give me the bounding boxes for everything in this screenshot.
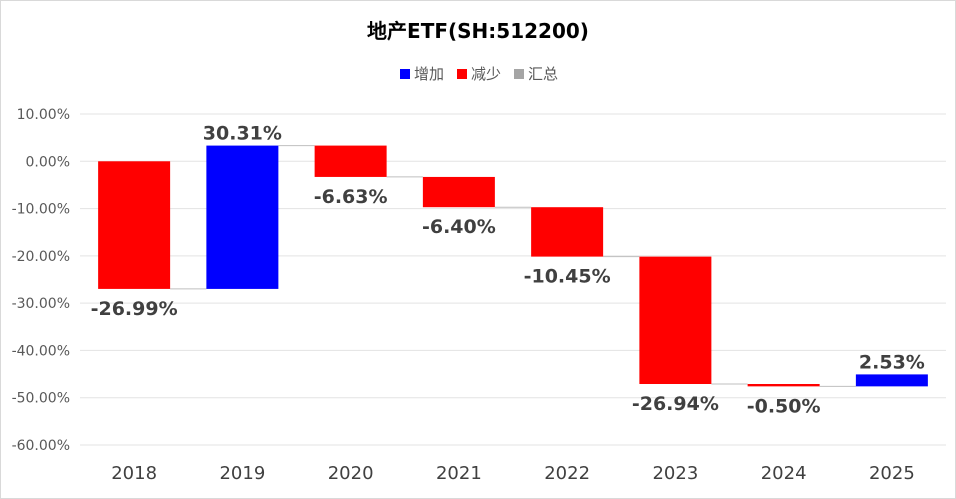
- x-tick-label: 2019: [219, 463, 265, 484]
- x-axis: 2018 2019 2020 2021 2022 2023 2024 2025: [111, 463, 915, 484]
- x-tick-label: 2021: [436, 463, 482, 484]
- y-axis: 10.00% 0.00% -10.00% -20.00% -30.00% -40.00% -…: [12, 107, 70, 454]
- y-tick-label: -50.00%: [12, 391, 70, 407]
- y-tick-label: -20.00%: [12, 249, 70, 265]
- x-tick-label: 2022: [544, 463, 590, 484]
- y-tick-label: -30.00%: [12, 296, 70, 312]
- x-tick-label: 2018: [111, 463, 157, 484]
- data-label-2018: -26.99%: [91, 298, 178, 320]
- data-labels: -26.99% 30.31% -6.63% -6.40% -10.45% -26.94% -…: [91, 123, 925, 418]
- bar-2020: [314, 145, 387, 177]
- bar-2025: [855, 374, 928, 387]
- bar-2022: [531, 207, 604, 257]
- x-tick-label: 2024: [761, 463, 807, 484]
- data-label-2019: 30.31%: [203, 123, 282, 145]
- x-tick-label: 2020: [328, 463, 374, 484]
- x-tick-label: 2025: [869, 463, 915, 484]
- data-label-2025: 2.53%: [859, 351, 925, 373]
- data-label-2022: -10.45%: [524, 266, 611, 288]
- x-tick-label: 2023: [652, 463, 698, 484]
- bar-2023: [639, 256, 712, 385]
- bar-2024: [747, 384, 820, 387]
- legend-label-2: 汇总: [528, 65, 558, 83]
- legend-swatch-0: [400, 69, 410, 79]
- data-label-2020: -6.63%: [314, 186, 388, 208]
- legend: 增加 减少 汇总: [400, 65, 558, 83]
- y-tick-label: 10.00%: [17, 107, 70, 123]
- bar-2019: [206, 145, 279, 289]
- bars: [98, 145, 928, 387]
- bar-2018: [98, 161, 171, 289]
- legend-label-0: 增加: [414, 65, 444, 83]
- y-tick-label: -10.00%: [12, 202, 70, 218]
- data-label-2023: -26.94%: [632, 393, 719, 415]
- y-tick-label: -40.00%: [12, 343, 70, 359]
- legend-label-1: 减少: [471, 65, 501, 83]
- chart-title: 地产ETF(SH:512200): [367, 19, 589, 43]
- data-label-2021: -6.40%: [422, 216, 496, 238]
- legend-swatch-1: [457, 69, 467, 79]
- data-label-2024: -0.50%: [747, 395, 821, 417]
- connectors: [170, 145, 856, 387]
- y-tick-label: 0.00%: [26, 154, 70, 170]
- bar-2021: [422, 176, 495, 208]
- y-tick-label: -60.00%: [12, 438, 70, 454]
- legend-swatch-2: [514, 69, 524, 79]
